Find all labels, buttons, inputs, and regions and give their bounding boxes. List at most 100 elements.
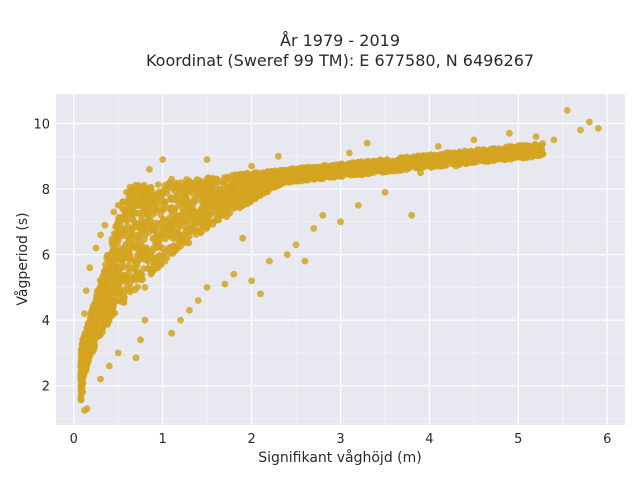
scatter-point (398, 165, 406, 173)
scatter-point (203, 202, 211, 209)
scatter-point (247, 194, 255, 202)
scatter-point (248, 277, 256, 285)
scatter-point (103, 297, 111, 305)
scatter-point (99, 321, 107, 329)
scatter-point (141, 244, 149, 251)
scatter-point (266, 176, 274, 183)
scatter-point (313, 165, 321, 173)
scatter-point (241, 190, 249, 197)
scatter-point (283, 251, 291, 258)
scatter-point (132, 354, 140, 362)
scatter-point (194, 297, 202, 304)
scatter-point (125, 249, 133, 257)
scatter-point (125, 261, 132, 269)
scatter-point (228, 180, 236, 188)
scatter-point (111, 309, 119, 317)
scatter-point (167, 249, 175, 257)
y-tick-label: 6 (42, 249, 50, 264)
scatter-point (144, 196, 152, 204)
scatter-point (177, 316, 184, 324)
data-points (77, 107, 602, 414)
scatter-point (248, 178, 256, 186)
scatter-point (136, 256, 144, 264)
chart-title-line-1: År 1979 - 2019 (280, 31, 400, 50)
scatter-point (514, 146, 522, 154)
scatter-point (498, 154, 505, 161)
scatter-point (140, 265, 148, 272)
scatter-point (128, 275, 136, 283)
scatter-point (218, 211, 226, 219)
scatter-point (166, 214, 174, 222)
scatter-point (77, 395, 85, 403)
scatter-point (174, 225, 182, 233)
scatter-point (248, 162, 256, 170)
scatter-point (166, 226, 174, 233)
scatter-point (79, 388, 87, 396)
scatter-point (137, 336, 144, 344)
scatter-point (168, 175, 176, 183)
scatter-point (563, 107, 571, 114)
scatter-point (170, 242, 178, 250)
scatter-point (87, 313, 95, 321)
scatter-point (126, 183, 134, 191)
scatter-point (138, 183, 146, 191)
scatter-point (473, 149, 481, 157)
scatter-point (310, 225, 318, 232)
scatter-point (78, 352, 85, 360)
scatter-point (400, 154, 408, 162)
y-axis-title: Vågperiod (s) (14, 212, 31, 305)
scatter-point (141, 218, 149, 226)
scatter-point (374, 163, 381, 171)
scatter-point (244, 173, 252, 181)
scatter-point (154, 181, 162, 189)
scatter-point (534, 150, 541, 158)
scatter-point (250, 171, 257, 179)
y-tick-label: 4 (42, 314, 50, 329)
scatter-point (187, 219, 194, 227)
scatter-point (105, 362, 113, 370)
scatter-point (125, 209, 133, 217)
scatter-point (79, 336, 87, 344)
scatter-point (186, 306, 193, 314)
scatter-point (173, 196, 180, 204)
scatter-point (159, 156, 167, 163)
scatter-point (180, 188, 188, 196)
scatter-point (83, 405, 91, 412)
scatter-point (146, 166, 153, 173)
scatter-point (274, 152, 282, 160)
scatter-point (459, 158, 467, 166)
scatter-point (452, 162, 460, 170)
scatter-point (221, 174, 228, 181)
scatter-point (420, 160, 428, 168)
scatter-point (172, 211, 180, 219)
scatter-point (194, 218, 202, 226)
scatter-point (381, 188, 389, 196)
scatter-point (123, 226, 131, 233)
scatter-point (93, 296, 101, 304)
scatter-point (205, 219, 213, 227)
scatter-point (577, 126, 584, 134)
scatter-point (479, 157, 487, 165)
scatter-point (450, 153, 458, 161)
scatter-point (132, 209, 140, 217)
scatter-point (288, 166, 295, 174)
scatter-point (329, 162, 337, 169)
scatter-point (586, 118, 593, 126)
y-tick-label: 8 (42, 183, 50, 198)
scatter-point (292, 241, 300, 249)
scatter-point (142, 202, 150, 210)
scatter-point (86, 264, 94, 272)
scatter-point (215, 185, 223, 193)
scatter-point (110, 208, 118, 216)
scatter-point (140, 235, 148, 243)
scatter-point (404, 164, 412, 172)
scatter-point (183, 198, 191, 206)
scatter-point (442, 156, 450, 163)
scatter-point (538, 146, 546, 154)
scatter-point (82, 287, 90, 294)
scatter-point (190, 199, 198, 207)
scatter-point (383, 161, 391, 169)
scatter-point (504, 149, 512, 157)
